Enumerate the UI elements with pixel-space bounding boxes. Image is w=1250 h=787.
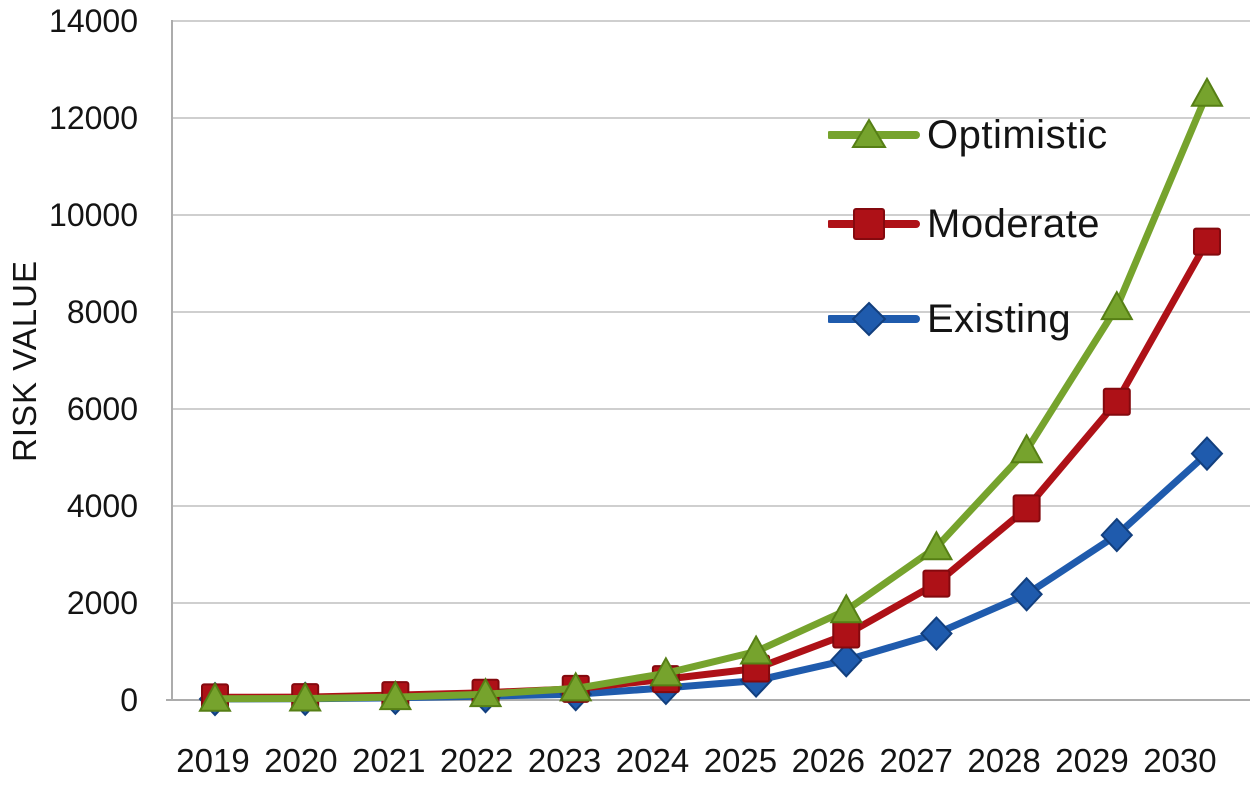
x-tick-label-2029: 2029 — [1055, 742, 1128, 779]
existing-marker-2028 — [1010, 576, 1043, 612]
optimistic-marker-2028 — [1009, 433, 1044, 464]
y-axis-title: RISK VALUE — [6, 260, 43, 462]
y-tick-label-4000: 4000 — [67, 488, 138, 524]
existing-marker-2030 — [1190, 436, 1224, 472]
moderate-line — [211, 238, 1211, 701]
moderate-marker-2030 — [1192, 227, 1221, 256]
x-tick-label-2026: 2026 — [792, 742, 865, 779]
optimistic-marker-2025 — [739, 634, 773, 665]
optimistic-marker-2029 — [1100, 290, 1134, 321]
optimistic-marker-2027 — [919, 530, 954, 561]
y-tick-label-10000: 10000 — [49, 197, 138, 233]
optimistic-marker-2030 — [1190, 76, 1224, 107]
existing-marker-2026 — [829, 642, 863, 678]
x-tick-label-2024: 2024 — [616, 742, 689, 779]
optimistic-marker-2020 — [288, 681, 322, 712]
x-tick-label-2027: 2027 — [879, 742, 952, 779]
y-tick-label-2000: 2000 — [67, 585, 138, 621]
x-tick-label-2025: 2025 — [704, 742, 777, 779]
optimistic-marker-2026 — [829, 593, 863, 624]
x-tick-label-2021: 2021 — [352, 742, 425, 779]
y-tick-label-6000: 6000 — [67, 391, 138, 427]
y-tick-label-8000: 8000 — [67, 294, 138, 330]
moderate-marker-2027 — [922, 569, 951, 598]
y-tick-label-0: 0 — [120, 682, 138, 718]
optimistic-line — [211, 90, 1211, 703]
y-tick-label-12000: 12000 — [49, 100, 138, 136]
x-tick-label-2020: 2020 — [264, 742, 337, 779]
x-tick-label-2019: 2019 — [176, 742, 249, 779]
optimistic-marker-2021 — [378, 680, 413, 711]
optimistic-marker-2022 — [468, 677, 503, 708]
existing-marker-2029 — [1100, 517, 1134, 553]
moderate-marker-2029 — [1102, 387, 1131, 416]
y-tick-label-14000: 14000 — [49, 3, 138, 39]
x-tick-label-2023: 2023 — [528, 742, 601, 779]
moderate-marker-2028 — [1012, 494, 1041, 523]
optimistic-marker-2023 — [559, 671, 593, 702]
optimistic-marker-2024 — [649, 656, 683, 687]
x-tick-label-2028: 2028 — [967, 742, 1040, 779]
existing-marker-2027 — [920, 616, 953, 652]
x-tick-label-2030: 2030 — [1143, 742, 1216, 779]
x-tick-label-2022: 2022 — [440, 742, 513, 779]
moderate-marker-2026 — [832, 620, 861, 649]
optimistic-marker-2019 — [198, 681, 232, 712]
